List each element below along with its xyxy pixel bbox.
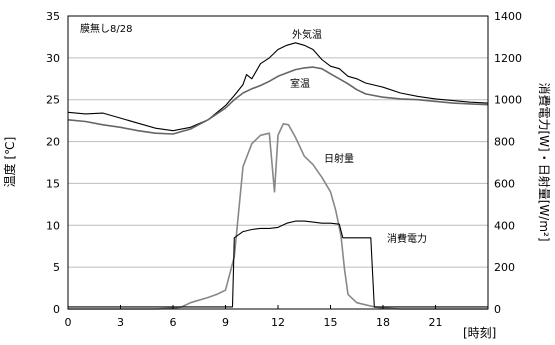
y-right-tick-label: 200 xyxy=(494,261,515,274)
y-left-tick-label: 20 xyxy=(46,136,60,149)
ticks: 0 5 10 15 20 25 30 35 0 200 400 600 800 1000 1200 1400 0… xyxy=(46,10,522,329)
x-tick-label: 15 xyxy=(324,316,338,329)
y-axis-title-left: 温度 [℃] xyxy=(2,137,17,188)
x-tick-label: 18 xyxy=(376,316,390,329)
series-line-room-temp xyxy=(67,66,489,135)
y-right-tick-label: 0 xyxy=(494,303,501,316)
y-left-tick-label: 35 xyxy=(46,10,60,23)
series-line-solar-radiation xyxy=(68,123,488,310)
x-tick-label: 21 xyxy=(429,316,443,329)
y-right-tick-label: 400 xyxy=(494,219,515,232)
series-label-room-temp: 室温 xyxy=(290,77,310,90)
y-left-tick-label: 5 xyxy=(53,261,60,274)
series-line-power xyxy=(68,220,488,308)
y-right-tick-label: 600 xyxy=(494,177,515,190)
y-left-tick-label: 25 xyxy=(46,94,60,107)
x-tick-label: 9 xyxy=(222,316,229,329)
y-left-tick-label: 30 xyxy=(46,52,60,65)
y-right-tick-label: 800 xyxy=(494,136,515,149)
y-left-tick-label: 15 xyxy=(46,177,60,190)
y-right-tick-label: 1400 xyxy=(494,10,522,23)
y-left-tick-label: 0 xyxy=(53,303,60,316)
x-tick-label: 12 xyxy=(271,316,285,329)
series-line-outdoor-temp xyxy=(67,42,489,132)
y-axis-title-right: 消費電力[W]・日射量[W/m²] xyxy=(537,82,552,241)
series-group xyxy=(67,42,489,310)
y-right-tick-label: 1200 xyxy=(494,52,522,65)
series-label-solar-radiation: 日射量 xyxy=(324,153,354,165)
series-label-power: 消費電力 xyxy=(387,232,427,245)
series-label-outdoor-temp: 外気温 xyxy=(292,28,322,41)
annotation-label: 膜無し8/28 xyxy=(80,22,132,35)
x-tick-label: 0 xyxy=(65,316,72,329)
y-right-tick-label: 1000 xyxy=(494,94,522,107)
x-tick-label: 3 xyxy=(117,316,124,329)
x-axis-title: [時刻] xyxy=(463,326,496,340)
x-tick-label: 6 xyxy=(170,316,177,329)
y-left-tick-label: 10 xyxy=(46,219,60,232)
grid xyxy=(68,57,488,268)
